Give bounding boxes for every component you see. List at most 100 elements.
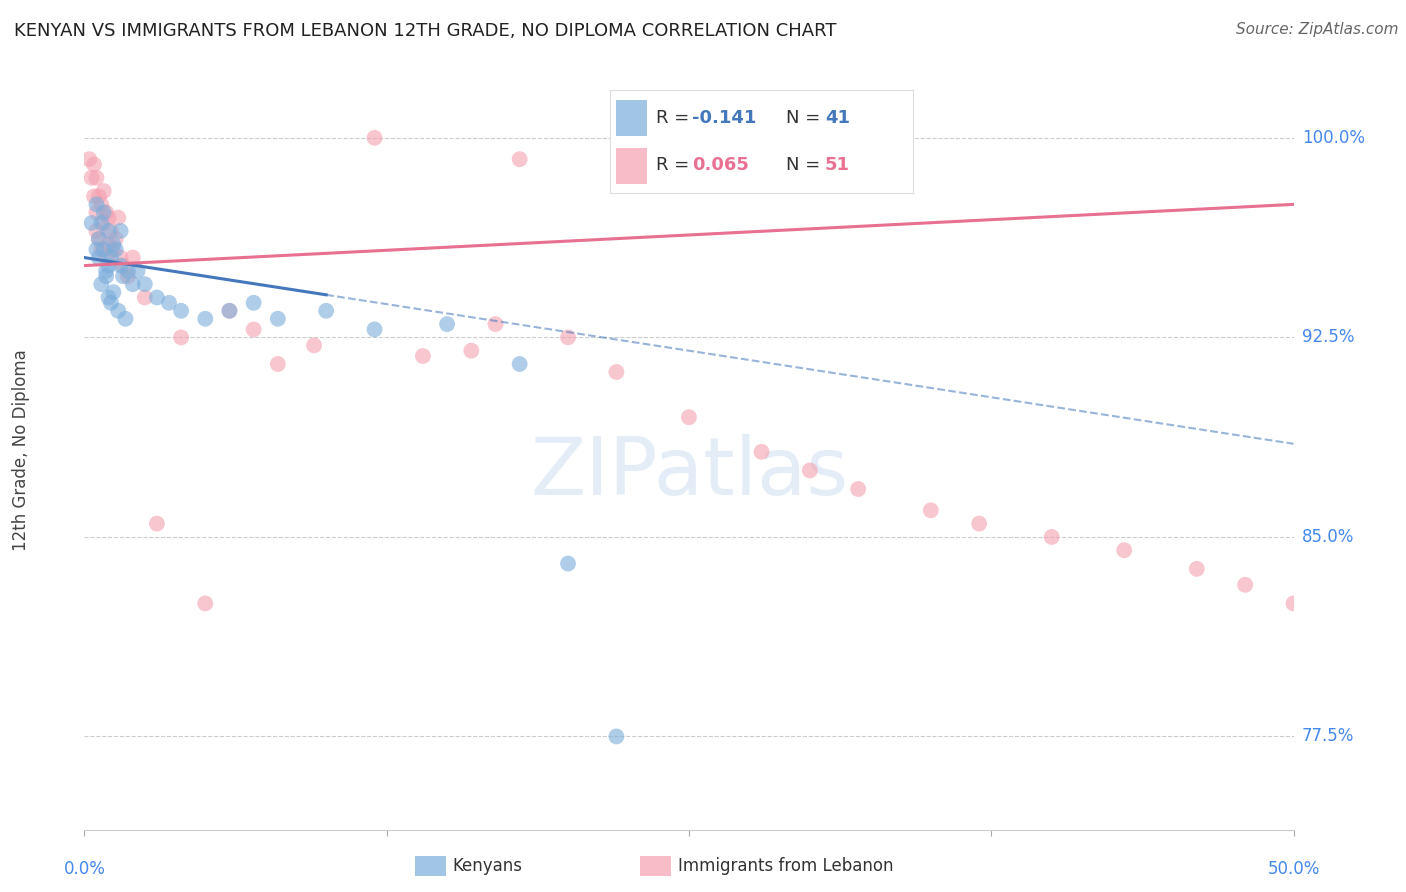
Point: [93, 216, 115, 230]
Point: [218, 303, 240, 318]
Point: [194, 311, 217, 326]
Point: [194, 596, 217, 610]
Text: 92.5%: 92.5%: [1302, 328, 1354, 346]
Point: [103, 243, 125, 257]
Point: [157, 295, 180, 310]
Point: [86, 170, 108, 185]
Point: [87, 232, 110, 246]
Point: [170, 330, 193, 344]
Text: 12th Grade, No Diploma: 12th Grade, No Diploma: [11, 350, 30, 551]
Point: [920, 503, 942, 517]
Point: [557, 330, 579, 344]
Point: [117, 264, 139, 278]
Point: [484, 317, 506, 331]
Point: [1114, 543, 1136, 558]
Point: [436, 317, 458, 331]
Point: [1282, 596, 1305, 610]
Point: [242, 322, 264, 336]
Point: [267, 357, 290, 371]
Point: [146, 516, 169, 531]
Point: [967, 516, 990, 531]
Point: [94, 269, 117, 284]
Point: [460, 343, 482, 358]
Point: [103, 285, 125, 300]
Point: [87, 189, 110, 203]
Text: Source: ZipAtlas.com: Source: ZipAtlas.com: [1236, 22, 1399, 37]
Point: [94, 205, 117, 219]
Point: [1234, 578, 1257, 592]
Point: [87, 232, 110, 246]
Point: [1185, 562, 1208, 576]
Point: [97, 237, 120, 252]
Point: [1040, 530, 1063, 544]
Point: [315, 303, 337, 318]
Point: [86, 224, 108, 238]
Point: [110, 224, 132, 238]
Point: [86, 205, 108, 219]
Point: [110, 259, 132, 273]
Point: [846, 482, 869, 496]
Point: [112, 269, 135, 284]
Point: [146, 291, 169, 305]
Point: [80, 170, 103, 185]
Point: [100, 295, 122, 310]
Point: [83, 157, 105, 171]
Point: [605, 365, 627, 379]
Point: [509, 357, 531, 371]
Point: [87, 251, 110, 265]
Text: 100.0%: 100.0%: [1302, 128, 1365, 147]
Text: 85.0%: 85.0%: [1302, 528, 1354, 546]
Point: [97, 259, 120, 273]
Point: [93, 184, 115, 198]
Point: [97, 291, 120, 305]
Point: [112, 259, 135, 273]
Point: [90, 277, 112, 292]
Point: [104, 243, 127, 257]
Point: [100, 224, 122, 238]
Point: [107, 211, 129, 225]
Point: [363, 131, 385, 145]
Point: [121, 251, 143, 265]
Point: [117, 269, 139, 284]
Point: [121, 277, 143, 292]
Point: [218, 303, 240, 318]
Point: [83, 189, 105, 203]
Point: [93, 243, 115, 257]
Text: 0.0%: 0.0%: [63, 860, 105, 878]
Point: [605, 730, 627, 744]
Point: [90, 243, 112, 257]
Point: [110, 251, 132, 265]
Point: [97, 224, 120, 238]
Point: [86, 243, 108, 257]
Point: [170, 303, 193, 318]
Point: [134, 277, 156, 292]
Point: [100, 251, 122, 265]
Point: [412, 349, 434, 363]
Point: [104, 232, 127, 246]
Point: [242, 295, 264, 310]
Point: [127, 264, 149, 278]
Point: [103, 237, 125, 252]
Point: [267, 311, 290, 326]
Text: 50.0%: 50.0%: [1267, 860, 1320, 878]
Text: ZIPatlas: ZIPatlas: [530, 434, 848, 512]
Point: [86, 197, 108, 211]
Point: [94, 251, 117, 265]
Point: [90, 197, 112, 211]
Text: KENYAN VS IMMIGRANTS FROM LEBANON 12TH GRADE, NO DIPLOMA CORRELATION CHART: KENYAN VS IMMIGRANTS FROM LEBANON 12TH G…: [14, 22, 837, 40]
Point: [80, 216, 103, 230]
Text: Kenyans: Kenyans: [453, 857, 523, 875]
Point: [77, 152, 100, 166]
Point: [678, 410, 700, 425]
Point: [97, 211, 120, 225]
Point: [107, 303, 129, 318]
Point: [302, 338, 325, 352]
Text: Immigrants from Lebanon: Immigrants from Lebanon: [678, 857, 893, 875]
Point: [94, 264, 117, 278]
Point: [557, 557, 579, 571]
Point: [90, 216, 112, 230]
Point: [114, 311, 136, 326]
Point: [93, 205, 115, 219]
Point: [509, 152, 531, 166]
Point: [799, 463, 821, 477]
